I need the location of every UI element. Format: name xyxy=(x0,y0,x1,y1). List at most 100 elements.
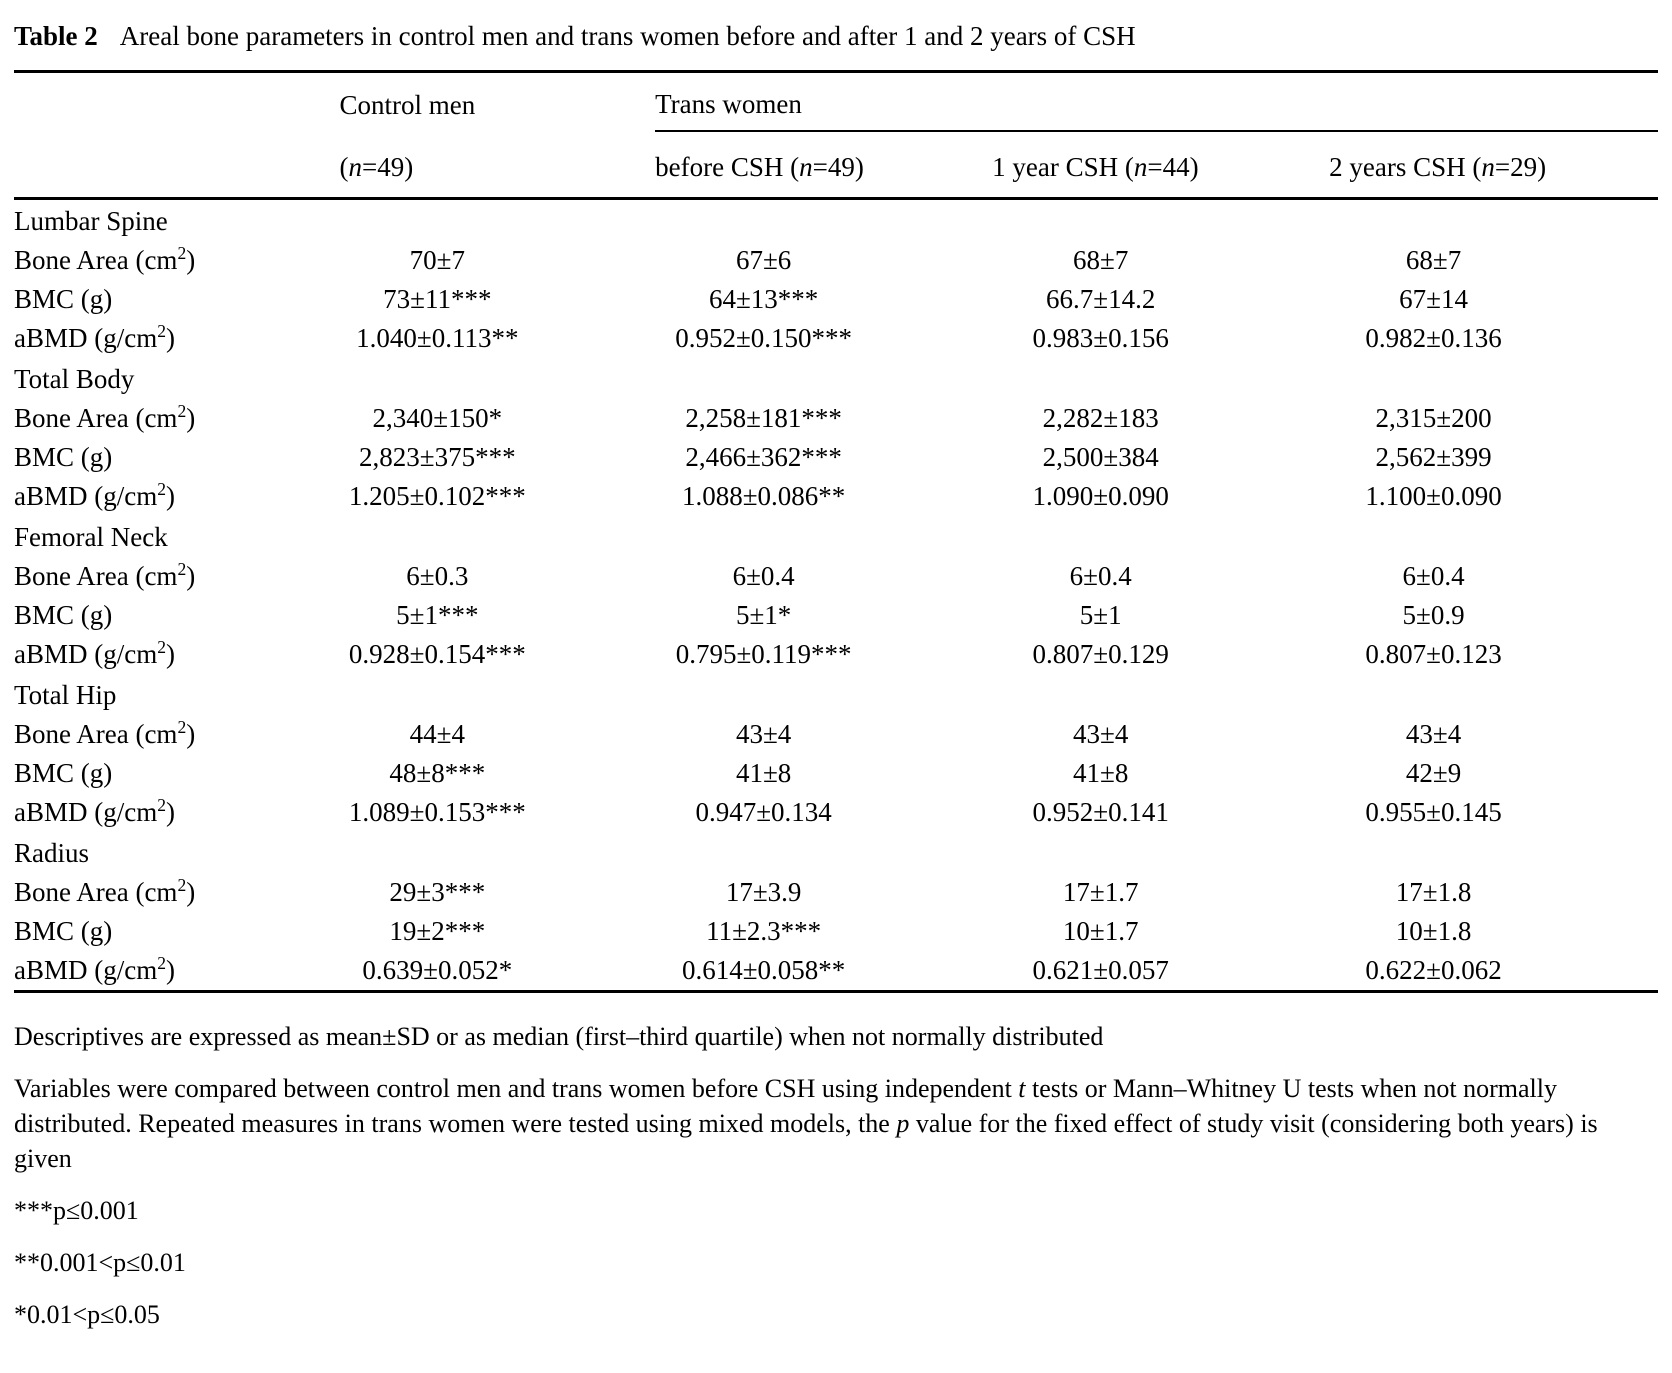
footnote: *0.01<p≤0.05 xyxy=(14,1297,1658,1332)
footnote-italic-term: t xyxy=(1018,1073,1026,1103)
table-cell: 5±1* xyxy=(735,599,792,630)
bone-parameters-table: Control men Trans women (n=49) before CS… xyxy=(14,69,1658,993)
footnote-text: *0.01<p≤0.05 xyxy=(14,1300,160,1330)
col-header-2-years-csh: 2 years CSH (n=29) xyxy=(1329,130,1658,200)
table-cell: 5±0.9 xyxy=(1402,599,1465,630)
row-label: BMC (g) xyxy=(14,599,113,630)
table-row: Bone Area (cm2) 2,340±150* 2,258±181*** 2,2… xyxy=(14,399,1658,438)
table-cell: 68±7 xyxy=(1073,244,1129,275)
row-label: BMC (g) xyxy=(14,441,113,472)
table-row: BMC (g) 2,823±375*** 2,466±362*** 2,500±384… xyxy=(14,438,1658,477)
table-row: aBMD (g/cm2) 1.040±0.113** 0.952±0.150*** 0… xyxy=(14,319,1658,358)
table-cell: 41±8 xyxy=(735,757,792,788)
footnote-text: tests or Mann–Whitney U tests when not n… xyxy=(14,1073,1558,1138)
row-label: aBMD (g/cm2) xyxy=(14,953,175,985)
footnote: Variables were compared between control … xyxy=(14,1071,1658,1176)
group-header-row: Control men Trans women xyxy=(14,71,1658,132)
table-cell: 10±1.7 xyxy=(1062,915,1139,946)
table-cell: 0.807±0.123 xyxy=(1365,638,1502,669)
table-cell: 43±4 xyxy=(735,718,792,749)
table-cell: 43±4 xyxy=(1073,718,1129,749)
row-label: Bone Area (cm2) xyxy=(14,401,196,433)
table-cell: 29±3*** xyxy=(389,876,486,907)
table-cell: 43±4 xyxy=(1405,718,1462,749)
table-cell: 2,258±181*** xyxy=(685,402,842,433)
table-cell: 0.947±0.134 xyxy=(695,796,832,827)
table-cell: 70±7 xyxy=(409,244,465,275)
table-cell: 6±0.4 xyxy=(1069,560,1132,591)
table-cell: 5±1*** xyxy=(396,599,479,630)
row-label: aBMD (g/cm2) xyxy=(14,479,175,511)
table-cell: 73±11*** xyxy=(383,283,492,314)
row-label: BMC (g) xyxy=(14,915,113,946)
table-body: Lumbar Spine Bone Area (cm2) 70±7 67±6 68±7 6… xyxy=(14,198,1658,991)
table-cell: 5±1 xyxy=(1079,599,1122,630)
section-header: Radius xyxy=(14,837,90,868)
table-row: BMC (g) 19±2*** 11±2.3*** 10±1.7 10±1.8 xyxy=(14,912,1658,951)
table-cell: 1.205±0.102*** xyxy=(348,480,526,511)
section-header: Lumbar Spine xyxy=(14,205,168,236)
table-cell: 6±0.4 xyxy=(732,560,795,591)
table-cell: 41±8 xyxy=(1073,757,1129,788)
table-cell: 0.983±0.156 xyxy=(1032,322,1169,353)
table-row: aBMD (g/cm2) 0.639±0.052* 0.614±0.058** 0.6… xyxy=(14,951,1658,992)
table-cell: 0.621±0.057 xyxy=(1032,954,1169,985)
table-cell: 0.622±0.062 xyxy=(1365,954,1502,985)
footnote: ***p≤0.001 xyxy=(14,1193,1658,1228)
table-cell: 0.928±0.154*** xyxy=(348,638,526,669)
footnote-text: value for the fixed effect of study visi… xyxy=(14,1108,1598,1174)
section-row: Total Hip xyxy=(14,674,1658,715)
section-header: Femoral Neck xyxy=(14,521,168,552)
table-cell: 2,282±183 xyxy=(1042,402,1159,433)
row-label: Bone Area (cm2) xyxy=(14,875,196,907)
table-cell: 2,340±150* xyxy=(372,402,503,433)
row-label: Bone Area (cm2) xyxy=(14,243,196,275)
section-row: Lumbar Spine xyxy=(14,198,1658,241)
table-cell: 19±2*** xyxy=(389,915,486,946)
footnote-italic-term: p xyxy=(896,1108,910,1138)
group-header-trans-women: Trans women xyxy=(655,71,1658,132)
footnotes: Descriptives are expressed as mean±SD or… xyxy=(14,1019,1658,1333)
table-cell: 1.088±0.086** xyxy=(681,480,846,511)
table-title-text: Areal bone parameters in control men and… xyxy=(119,21,1136,51)
table-row: BMC (g) 73±11*** 64±13*** 66.7±14.2 67±14 xyxy=(14,280,1658,319)
table-cell: 0.807±0.129 xyxy=(1032,638,1169,669)
table-row: Bone Area (cm2) 29±3*** 17±3.9 17±1.7 17±1.8 xyxy=(14,873,1658,912)
table-row: Bone Area (cm2) 70±7 67±6 68±7 68±7 xyxy=(14,241,1658,280)
section-header: Total Body xyxy=(14,363,135,394)
table-cell: 0.952±0.141 xyxy=(1032,796,1169,827)
table-cell: 66.7±14.2 xyxy=(1046,283,1156,314)
table-row: aBMD (g/cm2) 0.928±0.154*** 0.795±0.119***… xyxy=(14,635,1658,674)
table-row: Bone Area (cm2) 44±4 43±4 43±4 43±4 xyxy=(14,715,1658,754)
footnote-text: Variables were compared between control … xyxy=(14,1073,1019,1103)
section-row: Radius xyxy=(14,832,1658,873)
row-label: aBMD (g/cm2) xyxy=(14,321,175,353)
footnote-text: **0.001<p≤0.01 xyxy=(14,1248,186,1278)
col-header-1-year-csh: 1 year CSH (n=44) xyxy=(992,130,1330,200)
table-cell: 1.090±0.090 xyxy=(1032,480,1169,511)
footnote-text: Descriptives are expressed as mean±SD or… xyxy=(14,1021,1104,1051)
table-cell: 68±7 xyxy=(1405,244,1462,275)
table-row: aBMD (g/cm2) 1.089±0.153*** 0.947±0.134 0.9… xyxy=(14,793,1658,832)
table-cell: 2,562±399 xyxy=(1375,441,1492,472)
table-cell: 0.982±0.136 xyxy=(1365,322,1502,353)
table-row: Bone Area (cm2) 6±0.3 6±0.4 6±0.4 6±0.4 xyxy=(14,557,1658,596)
table-cell: 67±6 xyxy=(735,244,792,275)
section-header: Total Hip xyxy=(14,679,117,710)
table-cell: 0.955±0.145 xyxy=(1365,796,1502,827)
empty-header-cell xyxy=(14,130,340,200)
footnote: Descriptives are expressed as mean±SD or… xyxy=(14,1019,1658,1054)
table-cell: 1.100±0.090 xyxy=(1365,480,1502,511)
table-title: Table 2 Areal bone parameters in control … xyxy=(14,20,1658,54)
table-cell: 0.795±0.119*** xyxy=(675,638,852,669)
row-label: BMC (g) xyxy=(14,283,113,314)
col-header-before-csh: before CSH (n=49) xyxy=(655,130,993,200)
table-cell: 17±1.8 xyxy=(1395,876,1472,907)
column-header-row: (n=49) before CSH (n=49) 1 year CSH (n=4… xyxy=(14,130,1658,200)
table-row: BMC (g) 5±1*** 5±1* 5±1 5±0.9 xyxy=(14,596,1658,635)
table-cell: 44±4 xyxy=(409,718,465,749)
group-header-control-men: Control men xyxy=(339,89,476,120)
row-label: BMC (g) xyxy=(14,757,113,788)
table-cell: 2,500±384 xyxy=(1042,441,1159,472)
